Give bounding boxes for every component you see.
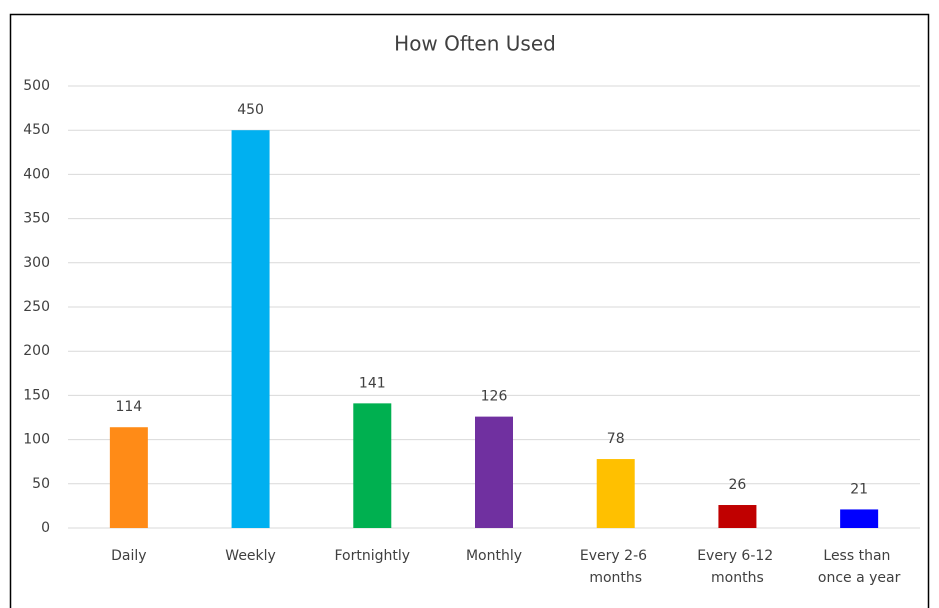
data-label: 450 bbox=[237, 102, 264, 118]
data-label: 21 bbox=[850, 481, 868, 497]
x-tick-label: Monthly bbox=[466, 548, 522, 564]
x-tick-label: Daily bbox=[111, 548, 146, 564]
y-tick-label: 0 bbox=[41, 520, 50, 536]
bar bbox=[840, 509, 879, 528]
y-tick-label: 400 bbox=[23, 166, 50, 182]
chart-frame bbox=[9, 13, 930, 608]
x-tick-label: Fortnightly bbox=[335, 548, 411, 564]
data-label: 114 bbox=[115, 399, 142, 415]
y-tick-label: 100 bbox=[23, 432, 50, 448]
y-tick-label: 450 bbox=[23, 122, 50, 138]
y-tick-label: 500 bbox=[23, 78, 50, 94]
x-tick-label: Every 2-6 months bbox=[580, 548, 652, 586]
data-label: 26 bbox=[729, 477, 747, 493]
x-tick-label: Less than once a year bbox=[818, 548, 901, 586]
chart-title: How Often Used bbox=[394, 32, 556, 56]
bar bbox=[718, 505, 757, 528]
bar bbox=[596, 459, 635, 528]
y-tick-label: 250 bbox=[23, 299, 50, 315]
x-tick-label: Weekly bbox=[225, 548, 276, 564]
bar bbox=[109, 427, 148, 528]
y-tick-label: 300 bbox=[23, 255, 50, 271]
bar bbox=[231, 130, 270, 528]
bar bbox=[353, 403, 392, 528]
y-tick-label: 200 bbox=[23, 343, 50, 359]
data-label: 141 bbox=[359, 375, 386, 391]
y-tick-label: 50 bbox=[32, 476, 50, 492]
data-label: 126 bbox=[481, 389, 508, 405]
data-label: 78 bbox=[607, 431, 625, 447]
bar bbox=[475, 416, 513, 528]
y-tick-label: 350 bbox=[23, 211, 50, 227]
x-tick-label: Every 6-12 months bbox=[697, 548, 777, 586]
y-tick-label: 150 bbox=[23, 387, 50, 403]
